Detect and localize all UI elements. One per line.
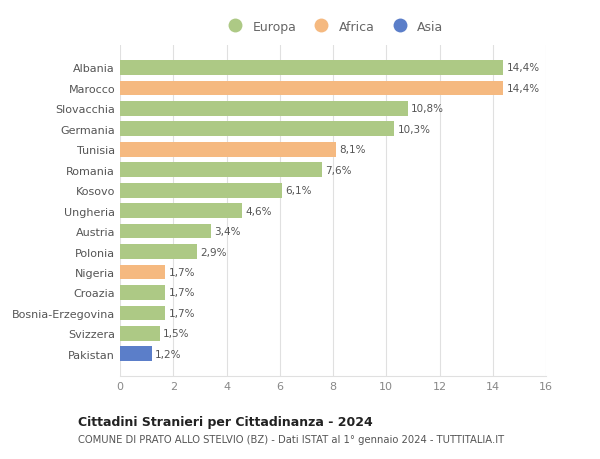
Bar	[120, 61, 503, 76]
Text: 6,1%: 6,1%	[286, 186, 312, 196]
Text: 10,8%: 10,8%	[411, 104, 444, 114]
Text: 8,1%: 8,1%	[339, 145, 365, 155]
Text: 10,3%: 10,3%	[397, 124, 430, 134]
Bar	[120, 184, 283, 198]
Text: 1,7%: 1,7%	[169, 268, 195, 277]
Text: 3,4%: 3,4%	[214, 227, 240, 236]
Text: 14,4%: 14,4%	[506, 63, 540, 73]
Text: 1,5%: 1,5%	[163, 329, 190, 339]
Bar	[120, 326, 160, 341]
Bar	[120, 306, 165, 320]
Bar	[120, 102, 407, 117]
Text: 1,7%: 1,7%	[169, 288, 195, 298]
Text: 4,6%: 4,6%	[245, 206, 272, 216]
Bar	[120, 224, 211, 239]
Bar	[120, 347, 152, 361]
Bar	[120, 265, 165, 280]
Text: 2,9%: 2,9%	[200, 247, 227, 257]
Text: Cittadini Stranieri per Cittadinanza - 2024: Cittadini Stranieri per Cittadinanza - 2…	[78, 415, 373, 428]
Text: 7,6%: 7,6%	[326, 165, 352, 175]
Bar	[120, 245, 197, 259]
Bar	[120, 163, 322, 178]
Bar	[120, 143, 335, 157]
Text: 14,4%: 14,4%	[506, 84, 540, 94]
Bar	[120, 204, 242, 218]
Bar	[120, 285, 165, 300]
Text: COMUNE DI PRATO ALLO STELVIO (BZ) - Dati ISTAT al 1° gennaio 2024 - TUTTITALIA.I: COMUNE DI PRATO ALLO STELVIO (BZ) - Dati…	[78, 434, 504, 444]
Text: 1,2%: 1,2%	[155, 349, 182, 359]
Bar	[120, 122, 394, 137]
Text: 1,7%: 1,7%	[169, 308, 195, 318]
Legend: Europa, Africa, Asia: Europa, Africa, Asia	[218, 16, 449, 39]
Bar	[120, 81, 503, 96]
